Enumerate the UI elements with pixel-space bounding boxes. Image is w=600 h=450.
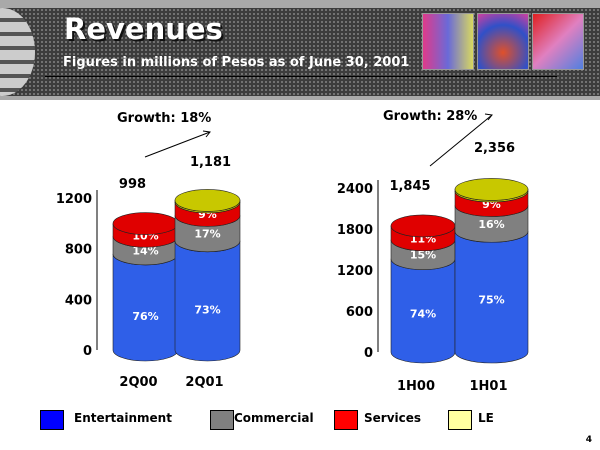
- category-label: 2Q00: [119, 375, 157, 390]
- growth-label: Growth: 28%: [383, 109, 477, 124]
- header: Revenues Figures in millions of Pesos as…: [0, 0, 600, 100]
- bar-top: [112, 212, 179, 235]
- segment-label: 76%: [132, 310, 158, 323]
- bar-total-label: 1,181: [190, 155, 231, 170]
- page-title: Revenues: [64, 12, 223, 46]
- photo-1: [422, 13, 474, 70]
- photo-3: [532, 13, 584, 70]
- segment-label: 16%: [478, 218, 504, 231]
- growth-label: Growth: 18%: [117, 111, 211, 126]
- legend-commercial: Commercial: [234, 411, 314, 425]
- y-tick-label: 800: [65, 243, 92, 258]
- category-label: 1H00: [397, 379, 435, 394]
- page-subtitle: Figures in millions of Pesos as of June …: [63, 55, 410, 70]
- y-tick-label: 400: [65, 293, 92, 308]
- bar-top: [174, 189, 241, 212]
- segment-label: 15%: [410, 249, 436, 262]
- segment-label: 14%: [132, 245, 158, 258]
- bar-top: [454, 178, 529, 201]
- bar-segment-entertainment: [112, 253, 179, 362]
- y-tick-label: 1200: [56, 192, 92, 207]
- y-tick-label: 0: [364, 346, 373, 361]
- growth-arrow: [429, 114, 493, 167]
- segment-label: 75%: [478, 294, 504, 307]
- divider: [45, 76, 557, 77]
- legend-services: Services: [364, 411, 422, 425]
- bar-segment-entertainment: [174, 240, 241, 362]
- bar-top: [390, 214, 456, 238]
- legend-le: LE: [478, 411, 494, 425]
- segment-label: 17%: [194, 228, 220, 241]
- bar-total-label: 2,356: [474, 141, 515, 156]
- legend-swatch-services: [334, 410, 358, 430]
- photo-2: [477, 13, 529, 70]
- segment-label: 74%: [410, 307, 436, 320]
- bar-total-label: 1,845: [389, 179, 430, 194]
- segment-label: 73%: [194, 303, 220, 316]
- growth-arrowhead: [484, 113, 493, 121]
- growth-arrow: [144, 131, 211, 158]
- category-label: 2Q01: [185, 375, 223, 390]
- bar-total-label: 998: [119, 177, 146, 192]
- legend-swatch-le: [448, 410, 472, 430]
- category-label: 1H01: [469, 379, 507, 394]
- legend-swatch-commercial: [210, 410, 234, 430]
- y-tick-label: 1800: [337, 223, 373, 238]
- growth-arrowhead: [202, 130, 211, 138]
- legend-swatch-entertainment: [40, 410, 64, 430]
- y-tick-label: 600: [346, 305, 373, 320]
- page-number: 4: [585, 435, 592, 445]
- y-tick-label: 0: [83, 344, 92, 359]
- y-tick-label: 1200: [337, 264, 373, 279]
- legend-entertainment: Entertainment: [74, 411, 172, 425]
- y-tick-label: 2400: [337, 182, 373, 197]
